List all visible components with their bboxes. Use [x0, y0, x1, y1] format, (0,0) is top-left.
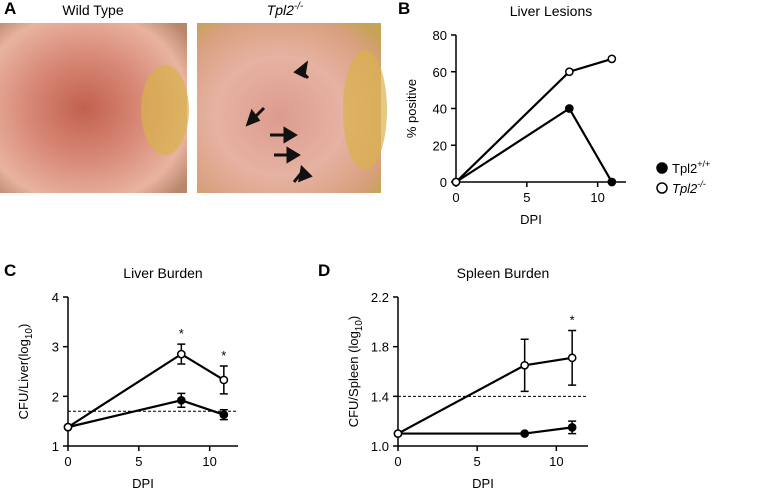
significance-mark: * — [221, 348, 226, 363]
marker — [564, 104, 574, 113]
y-tick-label: 1.0 — [371, 439, 389, 454]
series-line — [67, 352, 225, 429]
x-tick-label: 5 — [523, 190, 530, 205]
arrow — [292, 164, 313, 183]
legend-label-superscript: +/+ — [697, 159, 710, 169]
series-line — [455, 106, 613, 183]
legend-label-text: Tpl2 — [672, 181, 698, 196]
x-tick-label: 5 — [135, 454, 142, 469]
arrow — [245, 106, 266, 127]
y-tick-label: 60 — [433, 65, 447, 80]
y-axis-label: CFU/Spleen (log10) — [346, 316, 365, 428]
x-tick-label: 5 — [474, 454, 481, 469]
panel-label: B — [398, 0, 410, 18]
chart-title: Liver Burden — [123, 265, 202, 281]
photo-detail — [343, 50, 387, 170]
photo-label-text: Tpl2 — [267, 2, 294, 18]
x-tick-label: 0 — [452, 190, 459, 205]
chart-title: Liver Lesions — [510, 3, 593, 19]
legend-label-text: Tpl2 — [672, 161, 697, 176]
y-axis-label-text: % positive — [404, 79, 419, 138]
photo-label: Wild Type — [62, 2, 123, 18]
legend-label: Tpl2-/- — [672, 179, 706, 196]
x-axis-label: DPI — [132, 476, 154, 491]
marker — [520, 360, 530, 370]
series-line — [455, 57, 613, 183]
marker — [451, 177, 461, 187]
marker — [567, 423, 577, 432]
panel-label: A — [4, 0, 16, 18]
y-tick-label: 20 — [433, 138, 447, 153]
x-axis-label: DPI — [520, 212, 542, 227]
x-axis-label: DPI — [472, 476, 494, 491]
chart-title: Spleen Burden — [457, 265, 550, 281]
arrows — [245, 60, 313, 183]
y-axis-label-end: ) — [16, 324, 31, 328]
y-tick-label: 4 — [52, 290, 59, 305]
x-tick-label: 10 — [590, 190, 604, 205]
marker — [63, 422, 73, 432]
photo-label-superscript: -/- — [294, 1, 304, 12]
y-tick-label: 1.4 — [371, 389, 389, 404]
panel-label: D — [318, 261, 330, 280]
marker — [607, 54, 617, 64]
significance-mark: * — [570, 313, 575, 328]
marker — [176, 395, 186, 405]
legend-label-superscript: -/- — [697, 179, 706, 189]
y-tick-label: 2.2 — [371, 290, 389, 305]
arrow — [293, 60, 310, 80]
photo-panel: A Wild Type Tpl2-/- — [0, 0, 387, 193]
y-tick-label: 40 — [433, 102, 447, 117]
marker — [607, 177, 617, 187]
series-line — [398, 426, 573, 435]
x-tick-label: 10 — [549, 454, 563, 469]
arrow — [270, 126, 298, 144]
y-axis-label-text: CFU/Spleen (log — [346, 331, 361, 427]
legend-label: Tpl2+/+ — [672, 159, 710, 176]
x-tick-label: 0 — [64, 454, 71, 469]
y-axis-label-subscript: 10 — [24, 328, 35, 340]
marker — [567, 353, 577, 363]
y-tick-label: 1 — [52, 439, 59, 454]
y-tick-label: 0 — [440, 175, 447, 190]
marker — [219, 410, 229, 420]
marker — [564, 67, 574, 77]
legend-marker — [656, 162, 668, 174]
y-axis-label-end: ) — [346, 316, 361, 320]
marker — [219, 375, 229, 385]
x-tick-label: 10 — [202, 454, 216, 469]
y-axis-label: % positive — [404, 79, 419, 138]
significance-mark: * — [179, 326, 184, 341]
y-tick-label: 3 — [52, 340, 59, 355]
y-axis-label-text: CFU/Liver(log — [16, 339, 31, 419]
series-line — [397, 356, 573, 435]
series-line — [67, 399, 225, 429]
y-tick-label: 80 — [433, 28, 447, 43]
panel-label: C — [4, 261, 16, 280]
marker — [393, 429, 403, 438]
arrow — [274, 146, 301, 164]
photo-detail — [141, 65, 189, 155]
photo-label: Tpl2-/- — [267, 1, 304, 18]
x-tick-label: 0 — [394, 454, 401, 469]
y-tick-label: 1.8 — [371, 340, 389, 355]
y-axis-label-subscript: 10 — [354, 320, 365, 332]
marker — [176, 349, 186, 359]
y-axis-label: CFU/Liver(log10) — [16, 324, 35, 420]
y-tick-label: 2 — [52, 389, 59, 404]
marker — [520, 429, 530, 438]
legend-marker — [656, 182, 668, 194]
